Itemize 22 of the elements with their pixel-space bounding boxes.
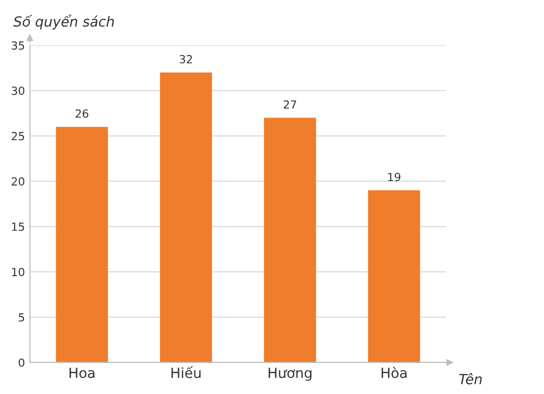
y-tick-label: 20: [12, 177, 24, 186]
x-axis-title: Tên: [459, 373, 482, 384]
bar: [160, 72, 212, 362]
y-tick-label: 10: [12, 268, 24, 276]
data-label: 27: [284, 100, 296, 109]
data-label: 32: [180, 54, 192, 64]
y-tick-label: 5: [18, 313, 24, 322]
y-axis-title: Số quyển sách: [13, 14, 114, 30]
x-tick-label: Hiếu: [172, 366, 201, 378]
x-tick-label: Hoa: [70, 368, 94, 378]
data-label: 19: [388, 172, 400, 182]
y-tick-label: 25: [12, 132, 24, 140]
x-tick-label: Hòa: [382, 366, 407, 378]
y-tick-label: 0: [18, 358, 24, 367]
bar: [56, 126, 108, 362]
y-tick-label: 30: [12, 86, 24, 95]
x-tick-label: Hương: [268, 368, 312, 381]
y-tick-label: 35: [12, 41, 24, 50]
y-tick-label: 15: [12, 222, 24, 231]
bar: [264, 118, 316, 362]
data-label: 26: [76, 109, 88, 118]
bar: [368, 190, 420, 362]
